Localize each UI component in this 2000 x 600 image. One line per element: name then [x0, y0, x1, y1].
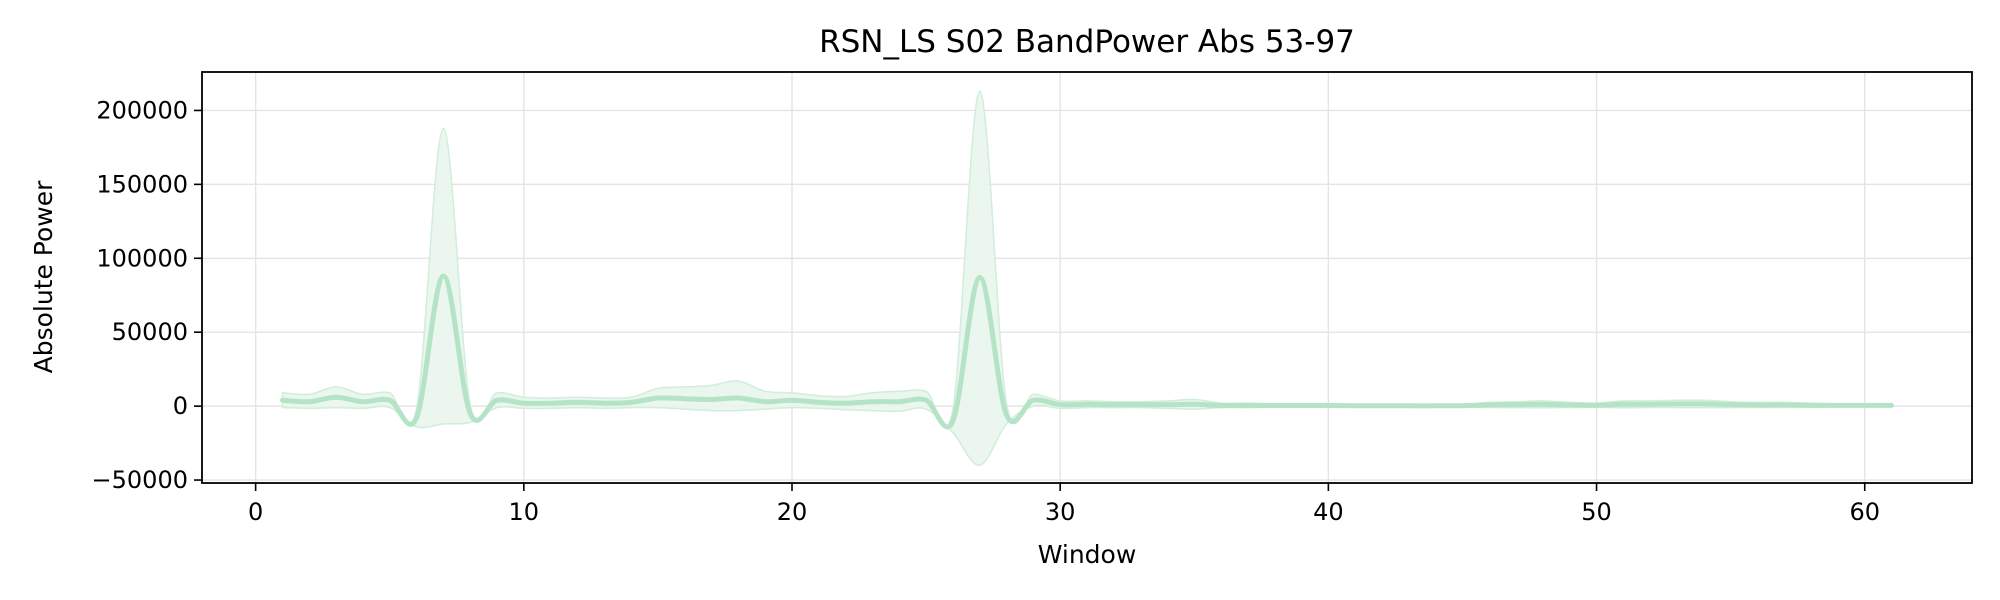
x-tick-label: 40: [1313, 498, 1344, 526]
series-line: [280, 273, 1894, 430]
y-tick-label: 200000: [96, 96, 188, 124]
x-tick-label: 0: [248, 498, 263, 526]
y-tick-label: 0: [173, 392, 188, 420]
x-axis-ticks: 0 10 20 30 40 50 60: [248, 483, 1880, 526]
x-tick-label: 50: [1581, 498, 1612, 526]
y-tick-label: 100000: [96, 244, 188, 272]
chart-title: RSN_LS S02 BandPower Abs 53-97: [819, 24, 1355, 60]
y-tick-label: 150000: [96, 170, 188, 198]
y-tick-label: 50000: [112, 318, 188, 346]
x-tick-label: 20: [777, 498, 808, 526]
y-axis-ticks: −50000 0 50000 100000 150000 200000: [92, 96, 202, 494]
x-tick-label: 30: [1045, 498, 1076, 526]
y-tick-label: −50000: [92, 466, 188, 494]
x-tick-label: 60: [1849, 498, 1880, 526]
plot-frame: [201, 71, 1973, 484]
x-tick-label: 10: [509, 498, 540, 526]
y-axis-label: Absolute Power: [29, 180, 58, 374]
mean-line: [280, 273, 1894, 430]
x-axis-label: Window: [1038, 540, 1137, 569]
